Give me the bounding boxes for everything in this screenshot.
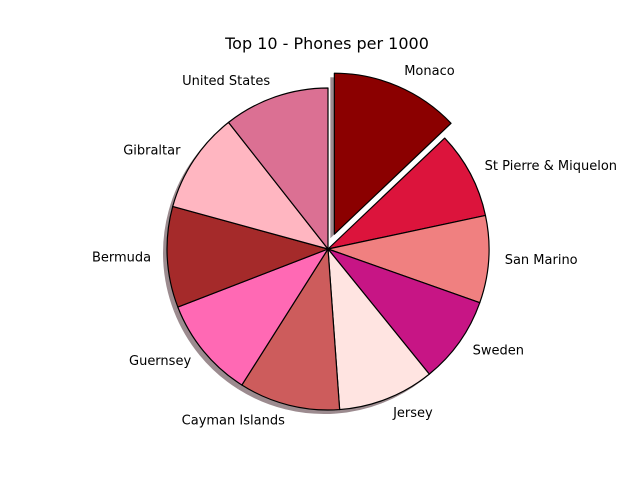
- slice-cayman-islands: [241, 248, 341, 411]
- chart-title: Top 10 - Phones per 1000: [224, 34, 429, 53]
- slice-label-gibraltar: Gibraltar: [123, 144, 181, 159]
- slice-united-states: [227, 87, 329, 250]
- slice-label-guernsey: Guernsey: [129, 354, 191, 369]
- slice-labels: Monaco St Pierre & Miquelon San Marino Swed…: [92, 64, 617, 428]
- slice-label-cayman-islands: Cayman Islands: [182, 413, 285, 428]
- slice-label-monaco: Monaco: [404, 64, 455, 79]
- slice-label-jersey: Jersey: [392, 406, 433, 421]
- pie-slices: [166, 72, 490, 411]
- slice-label-st-pierre-and-miquelon: St Pierre & Miquelon: [485, 159, 617, 174]
- slice-label-sweden: Sweden: [473, 344, 524, 359]
- slice-gibraltar: [172, 121, 329, 250]
- slice-sweden: [327, 248, 481, 375]
- slice-bermuda: [166, 205, 329, 308]
- slice-label-united-states: United States: [182, 74, 270, 89]
- slice-st-pierre-and-miquelon: [327, 137, 487, 250]
- slice-san-marino: [327, 214, 490, 304]
- slice-guernsey: [177, 248, 329, 386]
- slice-monaco: [333, 72, 452, 235]
- slice-label-san-marino: San Marino: [505, 253, 578, 268]
- slice-jersey: [327, 248, 430, 411]
- slice-label-bermuda: Bermuda: [92, 250, 151, 265]
